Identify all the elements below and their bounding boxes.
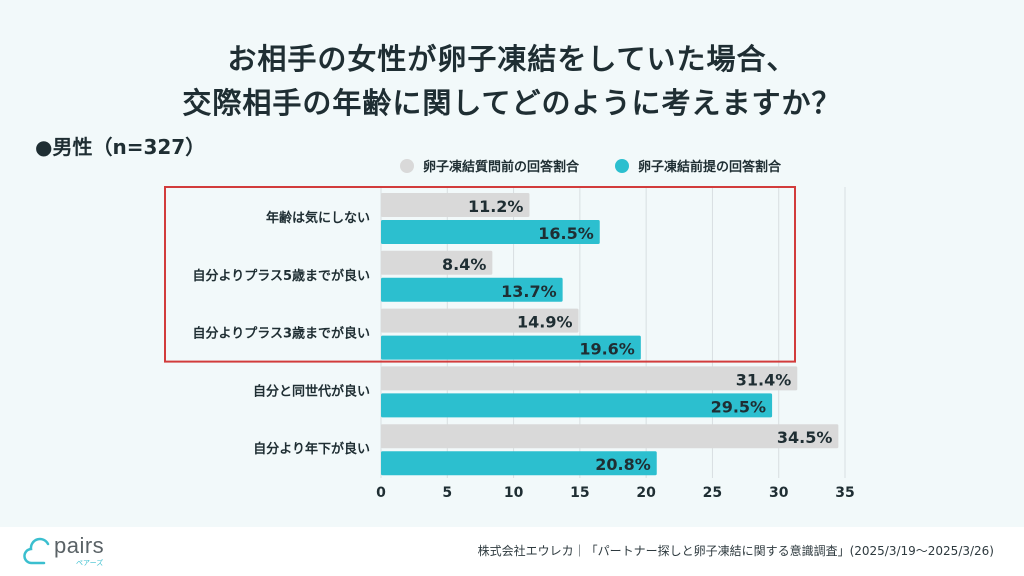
logo-text: pairs (54, 533, 105, 558)
value-label: 11.2% (468, 197, 524, 216)
legend-label: 卵子凍結前提の回答割合 (638, 160, 782, 175)
value-label: 8.4% (442, 255, 486, 274)
source-citation: 株式会社エウレカ｜「パートナー探しと卵子凍結に関する意識調査」(2025/3/1… (477, 544, 994, 558)
value-label: 34.5% (777, 428, 833, 447)
bar-before (381, 250, 493, 275)
legend-item-before: 卵子凍結質問前の回答割合 (400, 156, 579, 175)
value-label: 20.8% (595, 455, 651, 474)
value-label: 29.5% (711, 397, 767, 416)
x-tick-label: 15 (570, 485, 589, 501)
bar-before (381, 424, 839, 449)
cloud-logo-icon (23, 537, 50, 565)
highlight-box (164, 186, 796, 363)
bar-premise (381, 393, 773, 418)
value-label: 16.5% (538, 224, 594, 243)
x-tick-label: 5 (442, 485, 452, 501)
x-tick-label: 25 (703, 485, 722, 501)
x-tick-label: 20 (636, 485, 656, 501)
x-tick-label: 10 (504, 485, 524, 501)
chart-title-line-2: 交際相手の年齢に関してどのように考えますか？ (182, 86, 842, 120)
category-label: 自分よりプラス5歳までが良い (192, 268, 370, 284)
x-tick-label: 30 (769, 485, 789, 501)
category-label: 自分よりプラス3歳までが良い (192, 326, 370, 342)
chart-legend: 卵子凍結質問前の回答割合 卵子凍結前提の回答割合 (400, 156, 817, 175)
value-label: 19.6% (579, 340, 635, 359)
x-tick-label: 35 (835, 485, 854, 501)
legend-swatch-gray-icon (400, 158, 414, 173)
value-label: 31.4% (736, 370, 792, 389)
legend-item-premise: 卵子凍結前提の回答割合 (615, 156, 781, 175)
logo-subtext: ペアーズ (76, 559, 104, 567)
bar-before (381, 308, 579, 333)
pairs-logo: pairs ペアーズ (22, 533, 122, 569)
x-tick-label: 0 (376, 485, 386, 501)
chart-title-line-1: お相手の女性が卵子凍結をしていた場合、 (227, 42, 797, 76)
bar-before (381, 193, 530, 217)
bar-before (381, 366, 798, 391)
footer: pairs ペアーズ 株式会社エウレカ｜「パートナー探しと卵子凍結に関する意識調… (0, 527, 1024, 576)
legend-swatch-teal-icon (615, 158, 630, 173)
category-label: 自分と同世代が良い (253, 383, 370, 399)
bar-premise (381, 220, 600, 244)
respondent-group-label: ●男性（n=327） (35, 135, 206, 159)
value-label: 13.7% (501, 282, 557, 301)
legend-label: 卵子凍結質問前の回答割合 (423, 160, 580, 175)
value-label: 14.9% (517, 313, 573, 332)
bar-premise (381, 335, 641, 360)
bar-premise (381, 451, 657, 476)
category-label: 年齢は気にしない (266, 210, 370, 226)
bar-premise (381, 277, 563, 302)
category-label: 自分より年下が良い (253, 441, 370, 457)
